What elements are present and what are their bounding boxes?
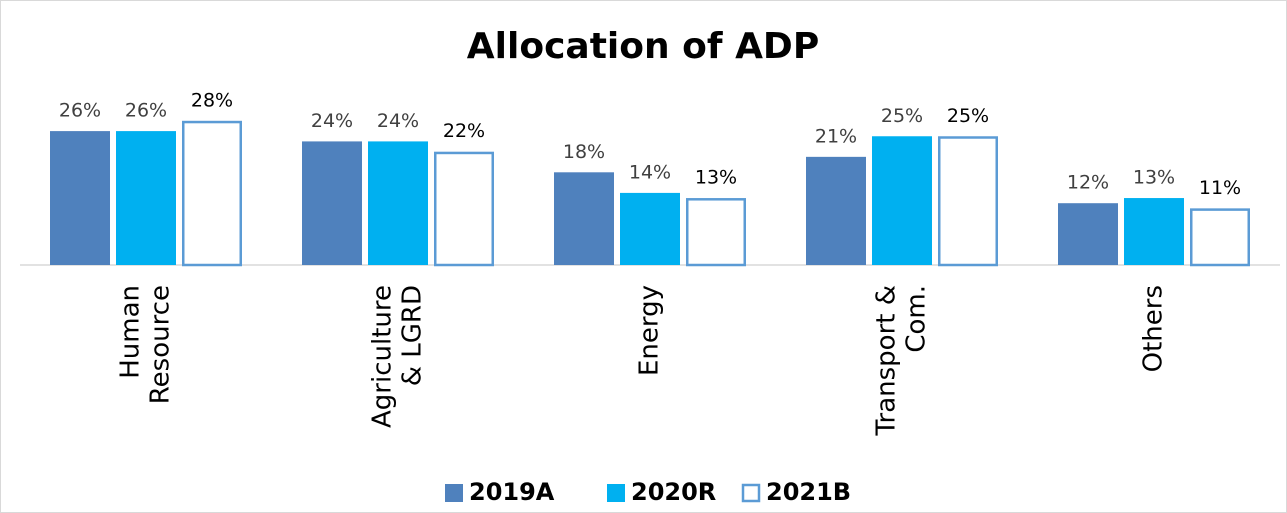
legend-label: 2020R — [631, 478, 716, 506]
bar — [302, 141, 362, 265]
bar — [554, 172, 614, 265]
value-label: 14% — [629, 161, 671, 183]
value-label: 12% — [1067, 172, 1109, 194]
bar — [620, 192, 680, 265]
value-label: 21% — [815, 125, 857, 147]
legend-label: 2019A — [469, 478, 555, 506]
bar — [686, 198, 746, 267]
value-label: 18% — [563, 141, 605, 163]
value-label: 11% — [1199, 177, 1241, 199]
value-label: 24% — [377, 110, 419, 132]
value-label: 26% — [59, 100, 101, 122]
value-label: 28% — [191, 89, 233, 111]
x-tick-label: Agriculture — [368, 285, 398, 428]
bar — [116, 131, 176, 265]
value-label: 26% — [125, 100, 167, 122]
legend-swatch — [607, 484, 625, 502]
bar — [1058, 203, 1118, 265]
bar — [50, 131, 110, 265]
bar — [806, 156, 866, 265]
x-tick-label: Energy — [635, 285, 665, 376]
value-label: 25% — [947, 105, 989, 127]
bar — [1190, 208, 1250, 267]
chart-title: Allocation of ADP — [467, 26, 819, 67]
x-tick-label: Others — [1139, 285, 1169, 372]
legend-label: 2021B — [766, 478, 851, 506]
bar — [1124, 198, 1184, 265]
x-tick-label: Transport & — [872, 285, 902, 437]
value-label: 22% — [443, 120, 485, 142]
x-tick-label: Human — [116, 285, 146, 379]
bar — [872, 136, 932, 265]
value-label: 13% — [695, 167, 737, 189]
bar — [938, 136, 998, 267]
bar — [368, 141, 428, 265]
value-label: 24% — [311, 110, 353, 132]
x-tick-label: Resource — [146, 285, 176, 404]
legend-swatch — [445, 484, 463, 502]
bar — [182, 120, 242, 267]
value-label: 13% — [1133, 167, 1175, 189]
legend-swatch — [741, 483, 761, 503]
bar — [434, 151, 494, 267]
x-tick-label: & LGRD — [398, 285, 428, 386]
x-tick-label: Com. — [902, 285, 932, 353]
value-label: 25% — [881, 105, 923, 127]
